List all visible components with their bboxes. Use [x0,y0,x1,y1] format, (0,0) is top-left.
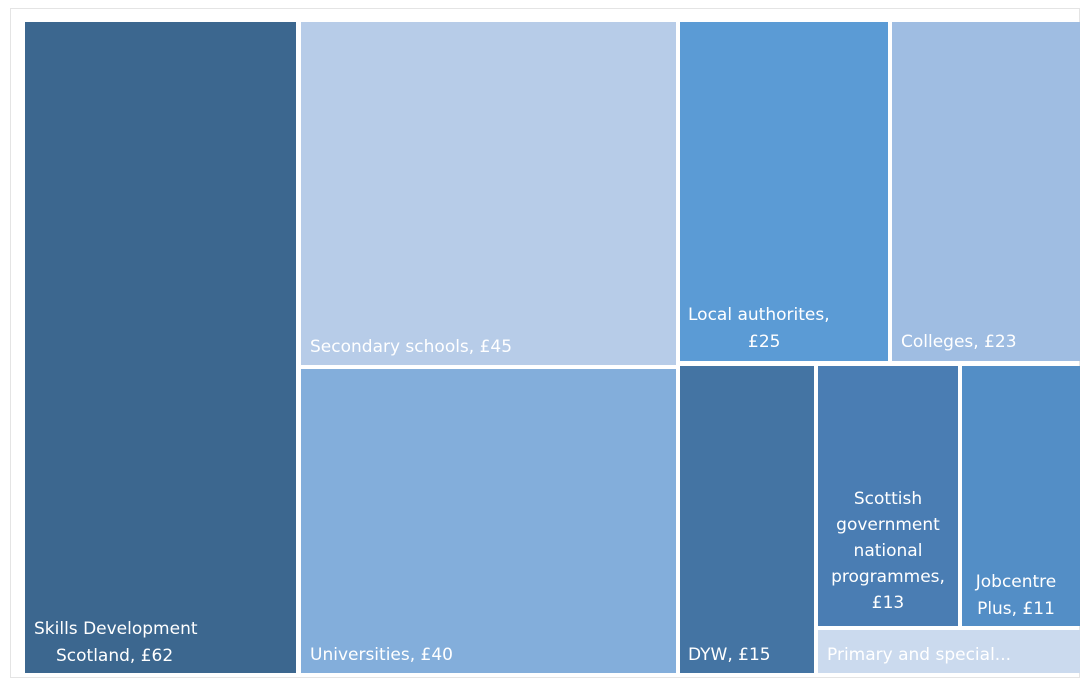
tile-label-dyw: DYW, £15 [688,645,771,665]
tile-label-jobcentre-plus: Jobcentre Plus, £11 [975,572,1057,619]
tile-label-local-authorites: Local authorites, £25 [688,305,830,352]
tile-dyw [680,366,814,673]
tile-label-colleges: Colleges, £23 [901,332,1017,352]
tile-primary-and-special [818,630,1080,673]
tile-label-primary-and-special: Primary and special... [827,645,1011,665]
tile-universities [301,369,676,673]
tile-label-scottish-government-national-programmes: Scottish government national programmes, £13 [831,489,945,613]
tile-skills-development-scotland [25,22,296,673]
tile-label-universities: Universities, £40 [310,645,453,665]
tile-local-authorites [680,22,888,361]
tile-jobcentre-plus [962,366,1080,626]
tile-label-skills-development-scotland: Skills Development Scotland, £62 [34,619,198,666]
tile-label-secondary-schools: Secondary schools, £45 [310,337,512,357]
tile-colleges [892,22,1080,361]
tile-scottish-government-national-programmes [818,366,958,626]
tile-secondary-schools [301,22,676,365]
